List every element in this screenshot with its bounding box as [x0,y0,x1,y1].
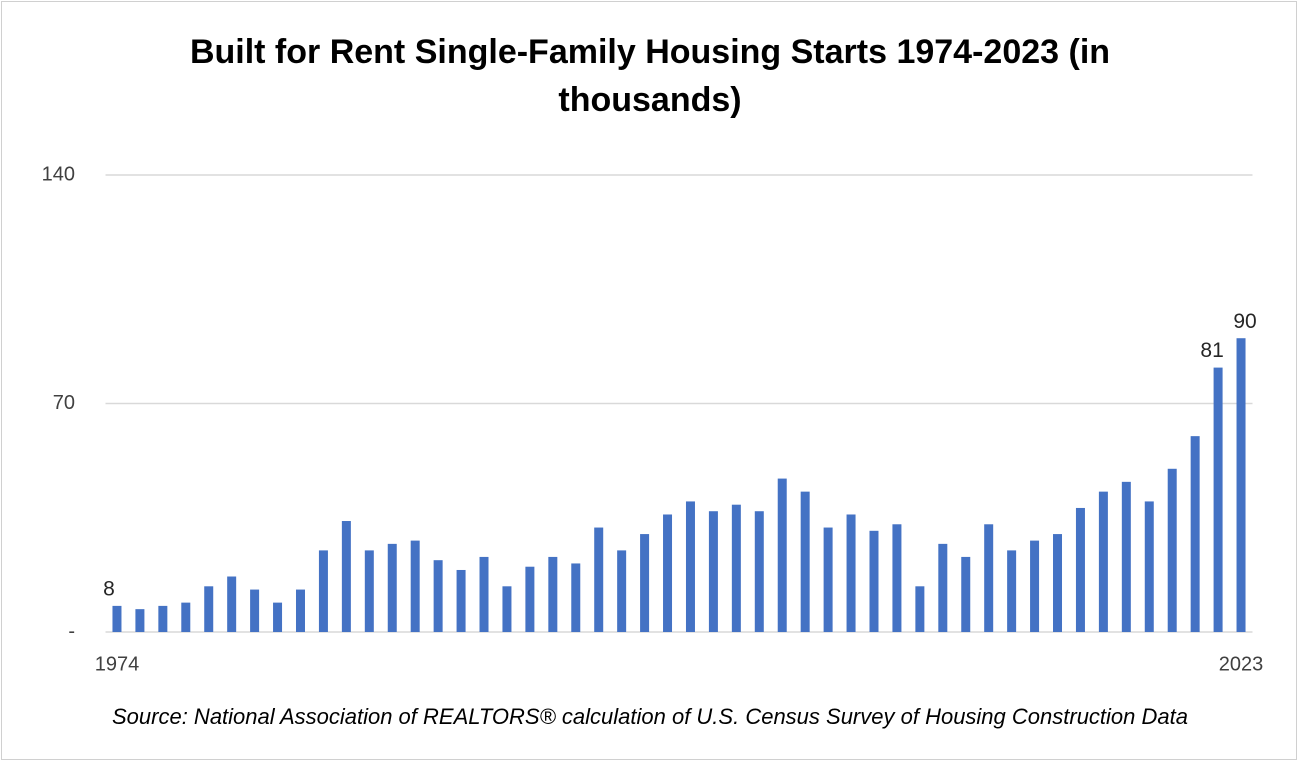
bar [892,524,902,632]
data-label: 90 [1233,310,1256,333]
chart-title: Built for Rent Single-Family Housing Sta… [189,33,1111,119]
bar [387,543,397,632]
bar [525,566,535,632]
bar [135,609,145,632]
bar [204,586,214,632]
bar [479,556,489,632]
bar [456,569,466,632]
bar [1075,507,1085,632]
bar [158,605,168,632]
bar [1030,540,1040,632]
bar [754,511,764,632]
data-label: 81 [1200,339,1223,362]
bar [823,527,833,632]
y-tick-label: - [68,620,75,642]
bar [433,560,443,632]
bar [938,543,948,632]
bar [640,534,650,632]
bar [1098,491,1108,632]
bar [341,521,351,632]
x-tick-label: 1974 [95,653,140,675]
bar [617,550,627,632]
y-tick-label: 140 [42,163,75,185]
bar [1121,481,1131,632]
bar [571,563,581,632]
x-tick-label: 2023 [1219,653,1264,675]
bar [984,524,994,632]
bar [846,514,856,632]
bar [227,576,237,632]
bar [295,589,305,632]
bar [708,511,718,632]
bar [181,602,191,632]
bar [410,540,420,632]
bar [961,556,971,632]
bar [112,605,122,632]
bar [685,501,695,632]
bar [777,478,787,632]
bar [800,491,810,632]
bar [364,550,374,632]
bar [318,550,328,632]
bar [594,527,604,632]
bar [663,514,673,632]
bar [731,504,741,632]
bar [1144,501,1154,632]
source-note: Source: National Association of REALTORS… [112,704,1188,729]
bar [869,530,879,632]
bar [1190,436,1200,632]
bar [502,586,512,632]
bar [1167,468,1177,632]
bar [1213,367,1223,632]
bar [1053,534,1063,632]
data-label: 8 [103,577,115,600]
y-tick-label: 70 [53,392,75,414]
bar [1007,550,1017,632]
bar [548,556,558,632]
bar [915,586,925,632]
bar [1236,338,1246,632]
bar [250,589,260,632]
bar [273,602,283,632]
